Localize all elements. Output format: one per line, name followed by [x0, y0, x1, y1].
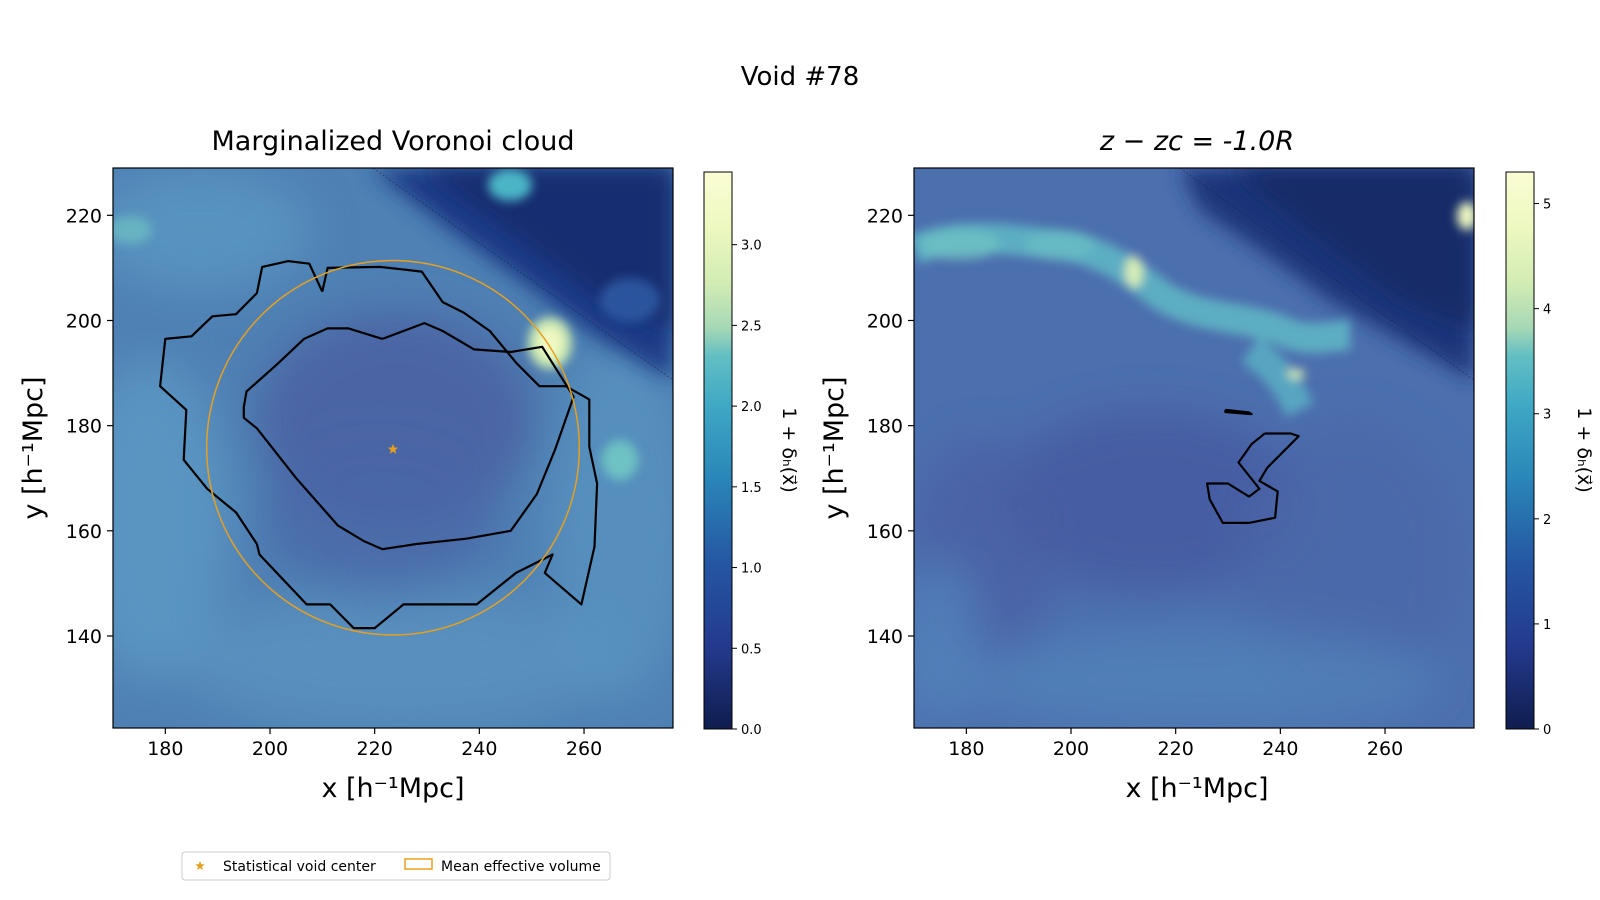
- y-tick-label: 220: [66, 205, 102, 227]
- x-tick-label: 220: [357, 738, 393, 760]
- y-tick-label: 200: [867, 310, 903, 332]
- colorbar-tick-label: 4: [1543, 303, 1551, 318]
- right-colorbar-gradient: [1506, 172, 1534, 729]
- colorbar-tick-label: 5: [1543, 198, 1551, 213]
- x-tick-label: 180: [147, 738, 183, 760]
- left-colorbar-gradient: [704, 172, 732, 729]
- y-tick-label: 140: [867, 626, 903, 648]
- right-y-axis-label: y [h⁻¹Mpc]: [819, 376, 850, 519]
- colorbar-tick-label: 2.5: [741, 319, 762, 334]
- contour-hook: [1205, 432, 1300, 525]
- x-tick-label: 200: [1053, 738, 1089, 760]
- colorbar-tick-label: 0.5: [741, 642, 762, 657]
- y-tick-label: 200: [66, 310, 102, 332]
- figure-suptitle: Void #78: [741, 62, 860, 92]
- legend-star-icon: [195, 861, 205, 871]
- x-tick-label: 200: [252, 738, 288, 760]
- y-tick-label: 180: [867, 416, 903, 438]
- y-tick-label: 140: [66, 626, 102, 648]
- void-center-star: [387, 443, 399, 454]
- x-tick-label: 240: [461, 738, 497, 760]
- right-panel-title: z − zᴄ = -1.0R: [1099, 126, 1294, 157]
- colorbar-tick-label: 1.5: [741, 481, 762, 496]
- legend: Statistical void center Mean effective vo…: [181, 851, 611, 881]
- legend-frame: [181, 851, 611, 881]
- colorbar-tick-label: 1: [1543, 618, 1551, 633]
- colorbar-tick-label: 0: [1543, 723, 1551, 738]
- contour-inner: [242, 322, 575, 551]
- left-y-ticks: 140 160 180 200 220: [66, 205, 113, 648]
- right-y-ticks: 140 160 180 200 220: [867, 205, 914, 648]
- y-tick-label: 160: [66, 521, 102, 543]
- right-colorbar: 0 1 2 3 4 5 1 + δₕ(x⃗): [1505, 171, 1595, 738]
- colorbar-tick-label: 2.0: [741, 400, 762, 415]
- right-axes-frame: [913, 167, 1475, 729]
- x-tick-label: 220: [1158, 738, 1194, 760]
- right-x-ticks: 180 200 220 240 260: [948, 728, 1403, 760]
- left-panel-title: Marginalized Voronoi cloud: [211, 126, 574, 157]
- right-x-axis-label: x [h⁻¹Mpc]: [1125, 773, 1268, 804]
- left-colorbar-ticks: 0.0 0.5 1.0 1.5 2.0 2.5 3.0: [732, 239, 762, 738]
- contour-small-bar: [1224, 408, 1253, 416]
- y-tick-label: 220: [867, 205, 903, 227]
- right-colorbar-label: 1 + δₕ(x⃗): [1573, 407, 1595, 492]
- left-colorbar: 0.0 0.5 1.0 1.5 2.0 2.5 3.0 1 + δₕ(x⃗): [703, 171, 800, 738]
- left-y-axis-label: y [h⁻¹Mpc]: [18, 376, 49, 519]
- left-heatmap: [113, 168, 673, 728]
- left-x-axis-label: x [h⁻¹Mpc]: [321, 773, 464, 804]
- left-axes-frame: [112, 167, 674, 729]
- right-contours: [1205, 408, 1300, 525]
- legend-rect-icon: [404, 858, 433, 870]
- left-panel: Marginalized Voronoi cloud: [18, 126, 800, 804]
- x-tick-label: 260: [1367, 738, 1403, 760]
- left-void-center-markers: [387, 443, 399, 454]
- left-colorbar-label: 1 + δₕ(x⃗): [778, 407, 800, 492]
- legend-label-effective-volume: Mean effective volume: [441, 859, 601, 875]
- colorbar-tick-label: 3.0: [741, 239, 762, 254]
- right-colorbar-ticks: 0 1 2 3 4 5: [1534, 198, 1551, 738]
- mean-effective-volume-circle: [205, 259, 581, 636]
- right-heatmap: [914, 168, 1474, 728]
- right-colorbar-frame: [1505, 171, 1535, 730]
- legend-label-void-center: Statistical void center: [223, 859, 376, 875]
- colorbar-tick-label: 1.0: [741, 562, 762, 577]
- y-tick-label: 160: [867, 521, 903, 543]
- left-effective-volume-circles: [205, 259, 581, 636]
- right-panel: z − zᴄ = -1.0R: [819, 126, 1595, 804]
- colorbar-tick-label: 2: [1543, 513, 1551, 528]
- colorbar-tick-label: 0.0: [741, 723, 762, 738]
- y-tick-label: 180: [66, 416, 102, 438]
- x-tick-label: 240: [1262, 738, 1298, 760]
- x-tick-label: 180: [948, 738, 984, 760]
- colorbar-tick-label: 3: [1543, 408, 1551, 423]
- left-colorbar-frame: [703, 171, 733, 730]
- x-tick-label: 260: [566, 738, 602, 760]
- left-contours: [159, 260, 599, 630]
- left-x-ticks: 180 200 220 240 260: [147, 728, 602, 760]
